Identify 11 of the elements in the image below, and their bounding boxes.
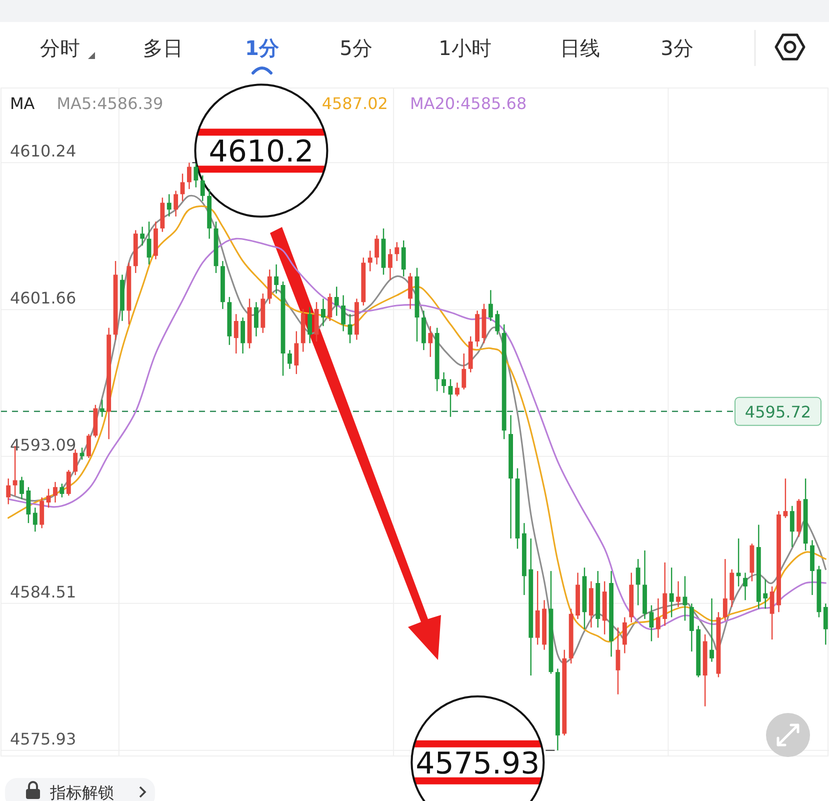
y-tick-label: 4593.09 (10, 435, 76, 454)
ref-line-label: 4595.72 (744, 402, 812, 422)
tabs: 分时 多日 1分 5分 1小时 日线 3分 (40, 36, 694, 74)
y-tick-label: 4575.93 (10, 729, 76, 748)
annotation: 4610.2 (208, 134, 314, 170)
y-tick-label: 4610.24 (10, 142, 76, 161)
y-tick-label: 4584.51 (10, 582, 76, 602)
indicator-unlock-button: 指标解锁 (5, 778, 155, 801)
y-tick-label: 4601.66 (10, 288, 76, 308)
annotation: 4575.93 (416, 746, 540, 782)
legend: MA MA5:4586.39 4587.02 MA20:4585.68 (10, 94, 527, 113)
